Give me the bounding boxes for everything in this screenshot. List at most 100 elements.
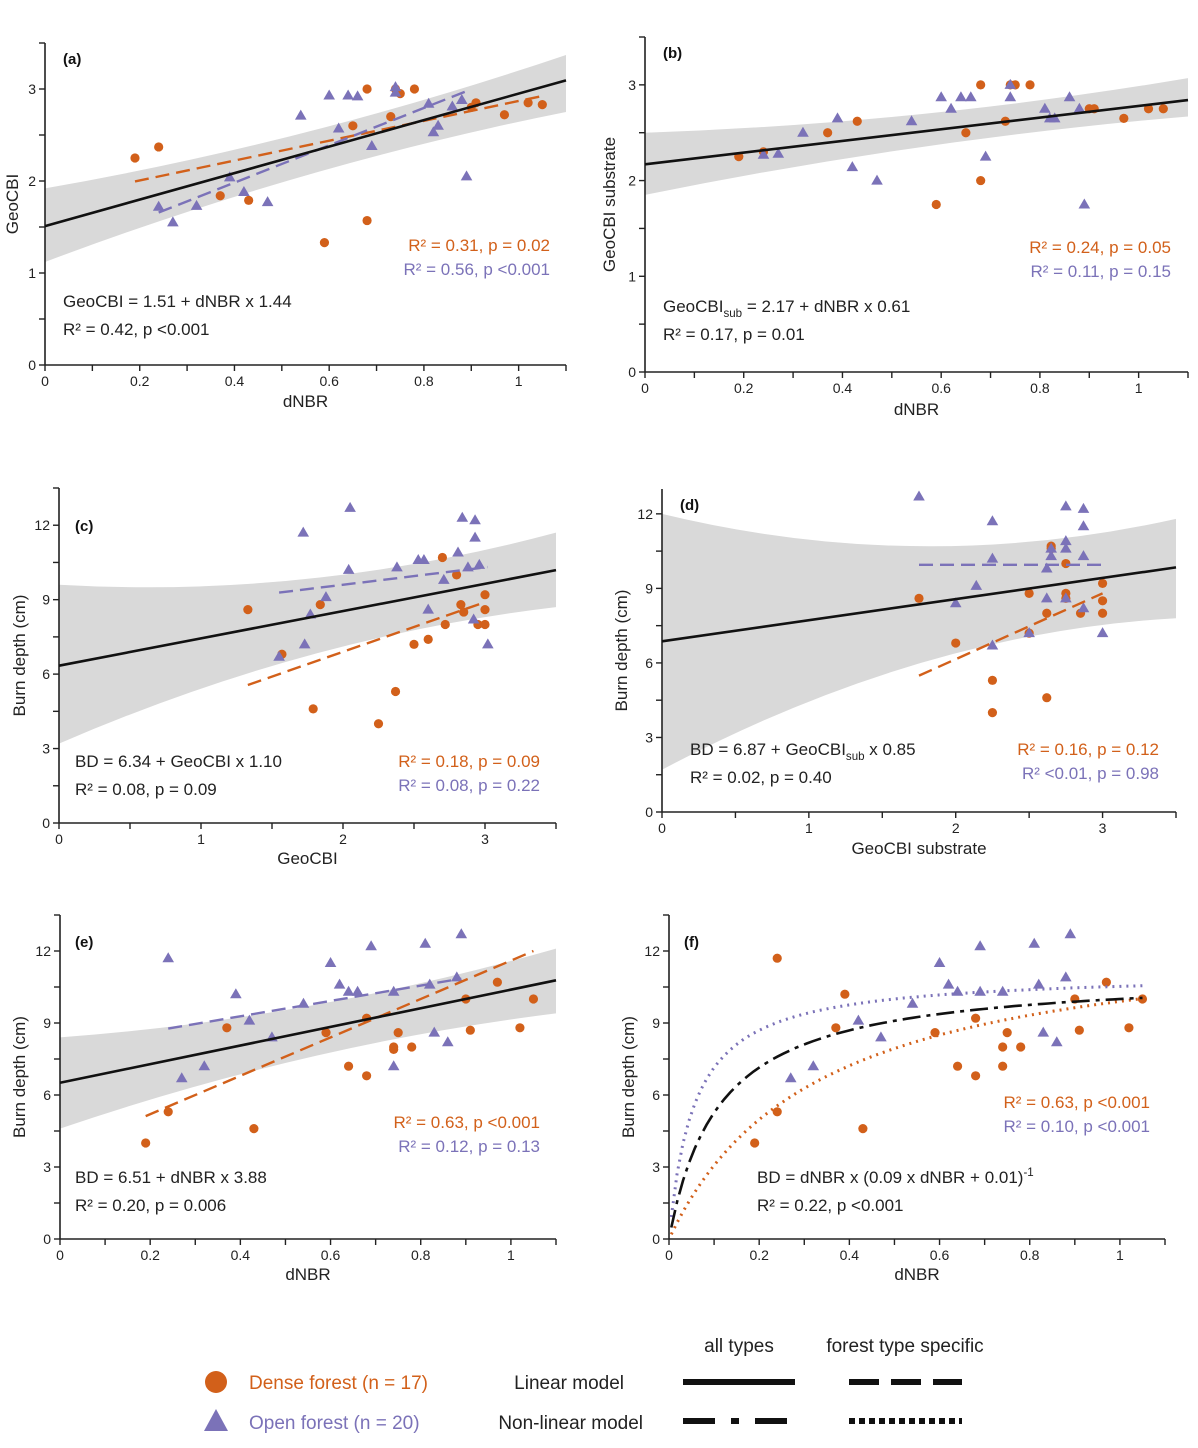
x-tick-label: 0	[55, 831, 63, 847]
open-point	[342, 563, 355, 574]
open-fit-line	[168, 977, 462, 1030]
dense-point	[976, 175, 986, 186]
open-point	[933, 957, 946, 967]
dense-point	[362, 84, 372, 94]
dense-point	[1158, 104, 1168, 114]
stats-dense: R² = 0.24, p = 0.05	[1029, 238, 1171, 257]
y-tick-label: 3	[43, 1159, 51, 1175]
dense-point	[222, 1023, 232, 1033]
open-point	[418, 553, 430, 564]
dense-point	[823, 128, 833, 138]
dense-point	[440, 619, 450, 630]
y-tick-label: 6	[42, 666, 50, 682]
open-point	[1060, 500, 1072, 511]
y-tick-label: 3	[645, 729, 653, 745]
dense-point	[163, 1107, 173, 1117]
y-tick-label: 1	[628, 268, 636, 284]
open-point	[323, 89, 335, 100]
open-point	[965, 91, 977, 102]
dense-point	[1101, 977, 1111, 987]
open-point	[942, 978, 955, 989]
open-point	[996, 985, 1009, 996]
open-point	[391, 561, 403, 572]
dense-point	[772, 953, 782, 963]
open-point	[452, 546, 464, 557]
confidence-band	[60, 948, 556, 1129]
y-tick-label: 0	[28, 357, 36, 373]
open-point	[875, 1031, 887, 1042]
x-tick-label: 0.2	[140, 1247, 160, 1263]
stats-open: R² = 0.08, p = 0.22	[398, 776, 540, 795]
legend-nonlinear-label: Non-linear model	[498, 1413, 643, 1434]
open-point	[871, 174, 883, 185]
dense-point	[831, 1023, 841, 1033]
dense-fit-line	[134, 94, 543, 183]
x-tick-label: 0	[665, 1247, 673, 1263]
dense-point	[998, 1061, 1008, 1071]
open-point	[935, 91, 947, 102]
open-point	[905, 115, 918, 126]
all-types-fit-line	[661, 566, 1177, 643]
y-tick-label: 0	[43, 1231, 51, 1247]
open-point	[846, 161, 859, 172]
open-point	[1037, 1026, 1050, 1037]
open-point	[332, 122, 345, 133]
dense-point	[499, 110, 510, 120]
open-fit-line	[278, 565, 488, 594]
panel-label: (b)	[663, 45, 682, 62]
y-tick-label: 9	[645, 580, 653, 596]
dense-point	[409, 639, 419, 649]
all-types-fit-line	[58, 568, 557, 667]
open-point	[469, 531, 481, 542]
y-tick-label: 9	[42, 592, 50, 608]
y-tick-label: 0	[645, 804, 653, 820]
open-point	[333, 978, 346, 989]
open-point	[1023, 627, 1035, 638]
legend-dense-marker	[205, 1371, 227, 1393]
stats-dense: R² = 0.63, p <0.001	[394, 1113, 541, 1132]
y-tick-label: 9	[43, 1015, 51, 1031]
all-types-fit-line	[670, 996, 1143, 1228]
dense-point	[537, 100, 547, 110]
dense-point	[215, 191, 225, 201]
dense-point	[1119, 113, 1129, 123]
y-tick-label: 0	[652, 1231, 660, 1247]
open-point	[342, 89, 354, 100]
dense-point	[931, 199, 941, 210]
dense-point	[987, 675, 998, 685]
open-point	[473, 558, 486, 569]
y-axis-title: GeoCBI	[3, 174, 22, 234]
stats-open: R² = 0.12, p = 0.13	[398, 1137, 540, 1156]
x-tick-label: 0.6	[931, 380, 951, 396]
dense-fit-line	[918, 592, 1104, 677]
x-tick-label: 1	[805, 820, 813, 836]
dense-point	[1097, 608, 1108, 618]
dense-point	[1002, 1028, 1012, 1038]
open-point	[913, 490, 925, 501]
dense-point	[1097, 596, 1108, 606]
x-tick-label: 0.2	[734, 380, 754, 396]
open-point	[422, 603, 434, 614]
x-tick-label: 0.8	[414, 373, 434, 389]
dense-point	[961, 128, 971, 138]
open-point	[432, 119, 444, 130]
legend-open-label: Open forest (n = 20)	[249, 1413, 420, 1434]
y-tick-label: 3	[42, 741, 50, 757]
y-axis-title: Burn depth (cm)	[10, 595, 29, 717]
dense-point	[389, 1044, 399, 1054]
legend-header-all-types: all types	[704, 1336, 774, 1357]
dense-point	[750, 1138, 760, 1148]
open-point	[455, 928, 468, 939]
open-point	[1045, 542, 1057, 553]
open-point	[441, 1036, 454, 1047]
stats-dense: R² = 0.18, p = 0.09	[398, 752, 540, 771]
open-point	[797, 126, 809, 137]
dense-point	[952, 1061, 963, 1071]
equation-r2: R² = 0.08, p = 0.09	[75, 780, 217, 799]
y-tick-label: 1	[28, 265, 36, 281]
dense-point	[480, 590, 490, 600]
y-tick-label: 2	[28, 173, 36, 189]
panel-b: 0 0.2 0.4 0.6 0.8 1 0 1 2 3 dNBR GeoCBI substrate (b…	[600, 36, 1189, 419]
panel-label: (f)	[684, 934, 699, 951]
